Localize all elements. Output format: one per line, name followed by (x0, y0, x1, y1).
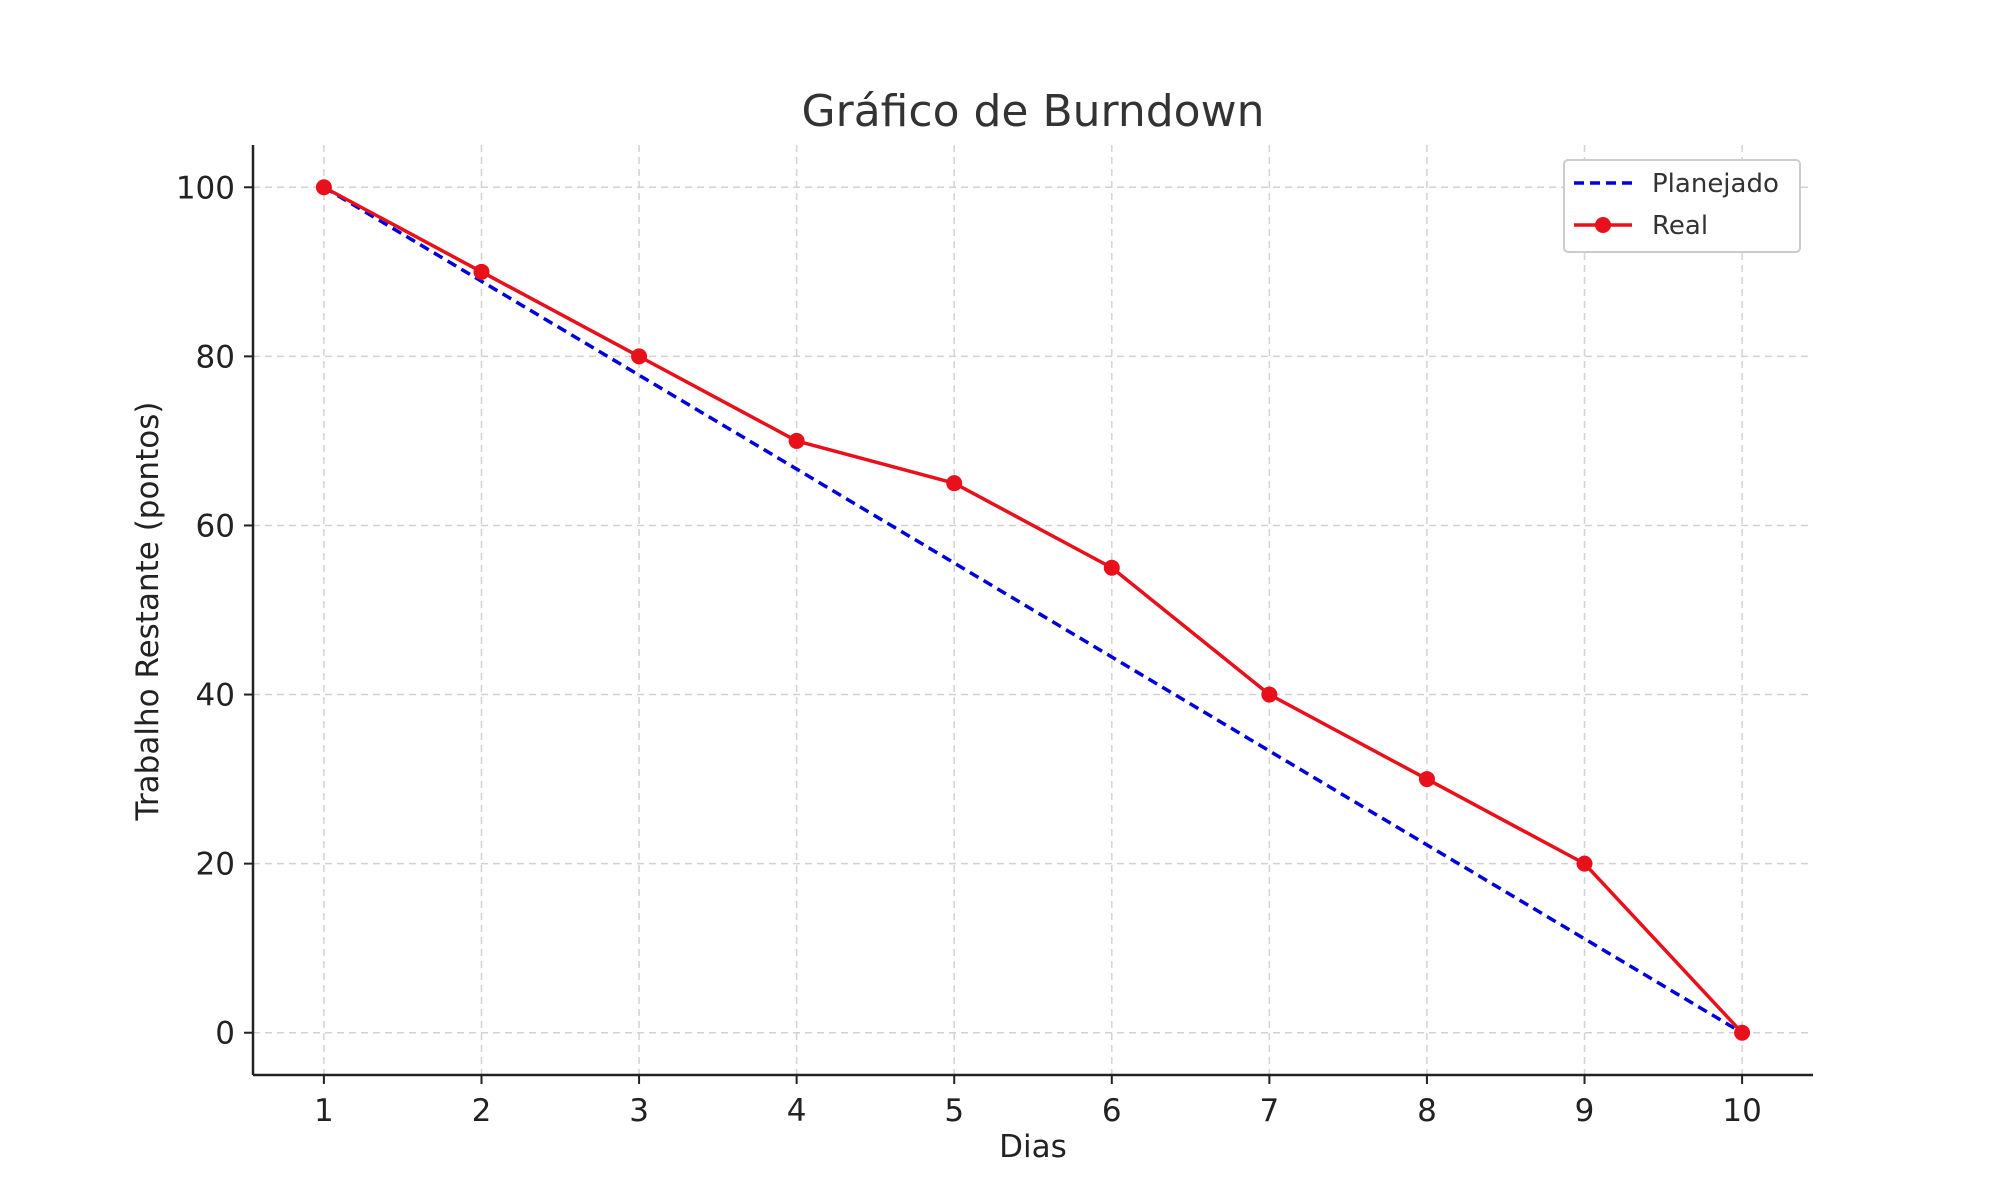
legend-planejado-label: Planejado (1652, 169, 1779, 199)
x-tick-label-5: 5 (944, 1093, 964, 1129)
y-axis-ticks: 0 20 40 60 80 100 (176, 170, 253, 1052)
point-real-4 (788, 432, 805, 449)
axes (251, 145, 1813, 1077)
point-real-6 (1103, 559, 1120, 576)
legend: Planejado Real (1563, 159, 1801, 253)
y-tick-label-60: 60 (196, 508, 235, 544)
x-tick-label-9: 9 (1575, 1093, 1595, 1129)
point-real-1 (315, 179, 332, 196)
point-real-5 (946, 475, 963, 492)
point-real-3 (631, 348, 648, 365)
series-line-planejado (323, 185, 1743, 1035)
y-tick-label-20: 20 (196, 847, 235, 883)
y-tick-label-100: 100 (176, 170, 235, 206)
x-tick-label-8: 8 (1417, 1093, 1437, 1129)
point-real-7 (1261, 686, 1278, 703)
series-layer (315, 179, 1751, 1041)
series-line-real (322, 185, 1744, 1035)
chart-title: Gráfico de Burndown (802, 86, 1265, 137)
y-axis-label: Trabalho Restante (pontos) (130, 402, 166, 822)
legend-real-marker (1595, 217, 1611, 233)
x-tick-label-3: 3 (629, 1093, 649, 1129)
point-real-9 (1576, 855, 1593, 872)
x-tick-label-4: 4 (787, 1093, 807, 1129)
point-real-2 (473, 263, 490, 280)
x-tick-label-6: 6 (1102, 1093, 1122, 1129)
x-tick-label-1: 1 (314, 1093, 334, 1129)
x-axis-ticks: 1 2 3 4 5 6 7 8 9 10 (314, 1075, 1762, 1129)
point-real-8 (1418, 771, 1435, 788)
x-axis-label: Dias (999, 1129, 1067, 1165)
x-tick-label-7: 7 (1259, 1093, 1279, 1129)
legend-real-label: Real (1652, 211, 1708, 241)
y-tick-label-0: 0 (215, 1016, 235, 1052)
y-tick-label-40: 40 (196, 678, 235, 714)
x-tick-label-2: 2 (472, 1093, 492, 1129)
y-tick-label-80: 80 (196, 339, 235, 375)
point-real-10 (1734, 1024, 1751, 1041)
x-tick-label-10: 10 (1722, 1093, 1761, 1129)
